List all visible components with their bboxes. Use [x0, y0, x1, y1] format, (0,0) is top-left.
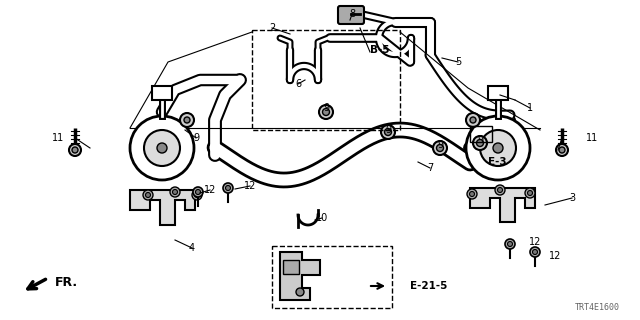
Circle shape	[467, 189, 477, 199]
Circle shape	[497, 188, 502, 193]
Circle shape	[466, 116, 530, 180]
Circle shape	[180, 113, 194, 127]
Circle shape	[381, 125, 395, 139]
Circle shape	[225, 186, 230, 190]
Text: TRT4E1600: TRT4E1600	[575, 303, 620, 313]
Circle shape	[184, 117, 190, 123]
Text: 12: 12	[244, 181, 256, 191]
FancyBboxPatch shape	[152, 86, 172, 100]
Circle shape	[223, 183, 233, 193]
Circle shape	[532, 250, 538, 254]
Circle shape	[170, 187, 180, 197]
Circle shape	[145, 193, 150, 197]
Circle shape	[157, 143, 167, 153]
Circle shape	[470, 117, 476, 123]
Circle shape	[296, 288, 304, 296]
Circle shape	[530, 247, 540, 257]
Text: 9: 9	[323, 103, 329, 113]
Circle shape	[493, 143, 503, 153]
Text: 2: 2	[269, 23, 275, 33]
Text: 8: 8	[349, 9, 355, 19]
Circle shape	[69, 144, 81, 156]
FancyBboxPatch shape	[488, 86, 508, 100]
Text: E-21-5: E-21-5	[410, 281, 447, 291]
Circle shape	[144, 130, 180, 166]
Circle shape	[477, 140, 483, 147]
Circle shape	[436, 145, 444, 151]
Text: 4: 4	[189, 243, 195, 253]
Circle shape	[143, 190, 153, 200]
Polygon shape	[130, 190, 195, 225]
Circle shape	[508, 242, 513, 246]
Text: 9: 9	[477, 135, 483, 145]
Text: 7: 7	[427, 163, 433, 173]
Circle shape	[192, 190, 202, 200]
Text: 5: 5	[455, 57, 461, 67]
FancyBboxPatch shape	[283, 260, 299, 274]
Text: 6: 6	[295, 79, 301, 89]
Circle shape	[385, 129, 392, 135]
Circle shape	[466, 113, 480, 127]
Circle shape	[495, 185, 505, 195]
Circle shape	[559, 147, 565, 153]
Polygon shape	[470, 188, 535, 222]
Text: FR.: FR.	[55, 276, 78, 289]
Circle shape	[473, 136, 487, 150]
Circle shape	[72, 147, 78, 153]
Circle shape	[527, 190, 532, 196]
Text: 12: 12	[204, 185, 216, 195]
Circle shape	[433, 141, 447, 155]
Text: 12: 12	[529, 237, 541, 247]
Circle shape	[319, 105, 333, 119]
Circle shape	[480, 130, 516, 166]
Circle shape	[195, 193, 200, 197]
Text: 10: 10	[316, 213, 328, 223]
Circle shape	[130, 116, 194, 180]
Text: B-5: B-5	[370, 45, 390, 55]
Text: 9: 9	[193, 133, 199, 143]
Circle shape	[505, 239, 515, 249]
Circle shape	[195, 189, 200, 195]
Text: 3: 3	[569, 193, 575, 203]
FancyBboxPatch shape	[338, 6, 364, 24]
Polygon shape	[280, 252, 320, 300]
Text: 1: 1	[527, 103, 533, 113]
Circle shape	[323, 108, 330, 116]
Circle shape	[525, 188, 535, 198]
Text: 9: 9	[385, 125, 391, 135]
Text: E-3: E-3	[488, 157, 507, 167]
Text: 12: 12	[549, 251, 561, 261]
Circle shape	[470, 191, 474, 196]
Circle shape	[556, 144, 568, 156]
Text: 9: 9	[437, 140, 443, 150]
Circle shape	[173, 189, 177, 195]
Circle shape	[193, 187, 203, 197]
Text: 11: 11	[52, 133, 64, 143]
Text: 11: 11	[586, 133, 598, 143]
